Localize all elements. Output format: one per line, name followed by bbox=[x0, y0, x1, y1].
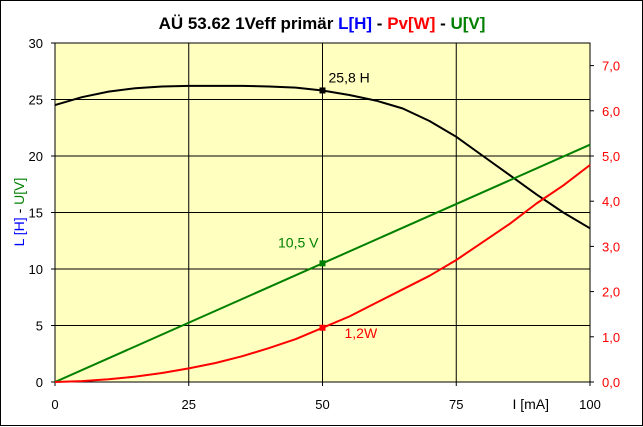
y-tick-label: 10 bbox=[29, 262, 43, 277]
y-tick-label: 15 bbox=[29, 206, 43, 221]
y2-tick-label: 5,0 bbox=[602, 149, 620, 164]
chart-title: AÜ 53.62 1Veff primär L[H] - Pv[W] - U[V… bbox=[159, 14, 486, 33]
annotation-marker bbox=[319, 87, 326, 94]
x-tick-label: 75 bbox=[449, 397, 463, 412]
annotations: 25,8 H 10,5 V 1,2W bbox=[278, 69, 378, 340]
y2-tick-label: 3,0 bbox=[602, 239, 620, 254]
x-tick-label: 0 bbox=[51, 397, 58, 412]
y-axis-label: L [H] - U[V] bbox=[11, 178, 27, 247]
annotation-label: 1,2W bbox=[345, 325, 378, 341]
annotation-label: 10,5 V bbox=[278, 234, 319, 250]
annotation-marker bbox=[319, 260, 326, 267]
annotation-label: 25,8 H bbox=[329, 69, 370, 85]
x-tick-label: 100 bbox=[579, 397, 601, 412]
y2-tick-label: 2,0 bbox=[602, 285, 620, 300]
y2-tick-label: 4,0 bbox=[602, 194, 620, 209]
annotation-marker bbox=[319, 324, 326, 331]
y-tick-label: 30 bbox=[29, 36, 43, 51]
y-tick-label: 25 bbox=[29, 93, 43, 108]
y2-tick-label: 6,0 bbox=[602, 104, 620, 119]
x-tick-label: 50 bbox=[315, 397, 329, 412]
y-tick-label: 20 bbox=[29, 149, 43, 164]
y2-tick-label: 1,0 bbox=[602, 330, 620, 345]
y-tick-label: 0 bbox=[36, 375, 43, 390]
plot-area bbox=[54, 42, 591, 383]
y2-tick-label: 7,0 bbox=[602, 59, 620, 74]
x-axis-ticks: 0 25 50 75 100 bbox=[51, 382, 601, 412]
x-tick-label: 25 bbox=[182, 397, 196, 412]
x-axis-label: I [mA] bbox=[512, 396, 549, 412]
right-axis-ticks: 0,0 1,0 2,0 3,0 4,0 5,0 6,0 7,0 bbox=[590, 59, 620, 390]
y-tick-label: 5 bbox=[36, 319, 43, 334]
y2-tick-label: 0,0 bbox=[602, 375, 620, 390]
left-axis-ticks: 0 5 10 15 20 25 30 bbox=[29, 36, 55, 390]
